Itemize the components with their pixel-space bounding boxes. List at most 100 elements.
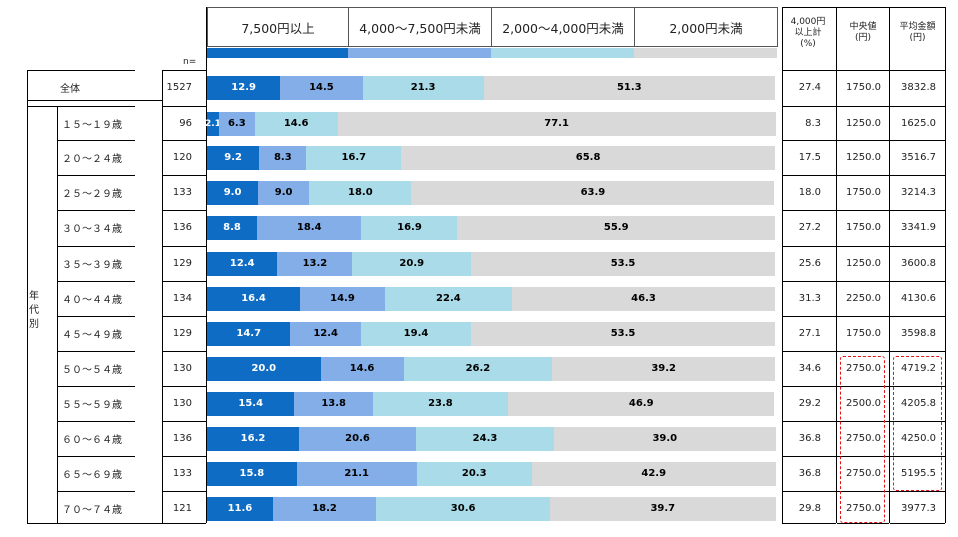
row-median: 1250.0 xyxy=(846,258,881,269)
row-divider-label xyxy=(57,281,135,282)
row-label: ５５～５９歳 xyxy=(62,400,122,411)
bar-value-label: 55.9 xyxy=(603,222,629,233)
bar-value-label: 15.8 xyxy=(239,468,265,479)
bar-value-label: 14.5 xyxy=(309,82,334,93)
bar-value-label: 15.4 xyxy=(238,398,264,409)
legend-label-1: 7,500円以上 xyxy=(207,7,349,47)
row-mean: 5195.5 xyxy=(901,468,936,479)
row-label: ３５～３９歳 xyxy=(62,260,122,271)
row-over4000: 27.4 xyxy=(798,82,821,93)
bar-value-label: 21.1 xyxy=(344,468,369,479)
bar-value-label: 14.6 xyxy=(349,363,375,374)
bar-segment-series-1: 12.9 xyxy=(207,75,281,100)
row-divider-mean xyxy=(890,281,945,282)
row-median: 1750.0 xyxy=(846,187,881,198)
group-column-divider xyxy=(57,106,58,523)
bar-segment-series-4: 55.9 xyxy=(457,215,775,240)
bar-value-label: 20.3 xyxy=(461,468,487,479)
row-n: 120 xyxy=(172,152,192,163)
bar-segment-series-1: 9.2 xyxy=(207,145,260,170)
bar-value-label: 20.6 xyxy=(345,433,370,444)
table-bottom-label xyxy=(27,523,162,524)
header-mean-line2: (円) xyxy=(909,33,926,43)
bar-segment-series-3: 16.9 xyxy=(361,215,458,240)
bar-segment-series-1: 9.0 xyxy=(207,180,259,205)
median-highlight-box xyxy=(840,356,885,523)
row-divider-over4000 xyxy=(782,316,836,317)
row-median: 2750.0 xyxy=(846,503,881,514)
bar-segment-series-2: 14.9 xyxy=(300,286,385,311)
table-bottom-over4000 xyxy=(782,523,836,524)
header-median-line1: 中央値 xyxy=(849,22,877,32)
bar-segment-series-1: 16.4 xyxy=(207,286,301,311)
row-n: 133 xyxy=(172,187,192,198)
row-divider-median xyxy=(837,351,889,352)
row-divider-median xyxy=(837,316,889,317)
header-over4000-line1: 4,000円 xyxy=(790,17,826,27)
row-over4000: 18.0 xyxy=(798,187,821,198)
row-label: １５～１９歳 xyxy=(62,120,122,131)
row-mean: 3832.8 xyxy=(901,82,936,93)
row-divider-label xyxy=(27,70,135,71)
header-median-line2: (円) xyxy=(854,33,872,43)
bar-segment-series-2: 12.4 xyxy=(290,321,361,346)
bar-value-label: 22.4 xyxy=(436,293,461,304)
row-label: ４０～４４歳 xyxy=(62,295,122,306)
row-over4000: 36.8 xyxy=(798,468,821,479)
row-divider-mean xyxy=(890,140,945,141)
bar-value-label: 18.4 xyxy=(296,222,322,233)
bar-value-label: 46.9 xyxy=(628,398,654,409)
bar-segment-series-4: 42.9 xyxy=(531,461,776,486)
row-divider-mean xyxy=(890,175,945,176)
row-divider-over4000 xyxy=(782,140,836,141)
header-top-line xyxy=(782,7,945,8)
bar-area-left xyxy=(206,7,207,523)
bar-value-label: 39.0 xyxy=(652,433,678,444)
row-n: 136 xyxy=(172,222,192,233)
row-divider-over4000 xyxy=(782,210,836,211)
bar-value-label: 20.9 xyxy=(399,258,425,269)
bar-segment-series-1: 12.4 xyxy=(207,251,278,276)
bar-value-label: 2.1 xyxy=(204,118,221,129)
bar-segment-series-3: 22.4 xyxy=(384,286,512,311)
row-n: 130 xyxy=(172,363,192,374)
row-divider-label xyxy=(57,246,135,247)
bar-value-label: 11.6 xyxy=(227,503,253,514)
bar-value-label: 16.4 xyxy=(241,293,266,304)
bar-value-label: 16.7 xyxy=(341,152,367,163)
row-divider-mean xyxy=(890,246,945,247)
bar-segment-series-4: 39.0 xyxy=(554,426,776,451)
row-divider-label xyxy=(57,491,135,492)
bar-value-label: 12.9 xyxy=(231,82,256,93)
row-over4000: 29.2 xyxy=(798,398,821,409)
table-bottom-median xyxy=(837,523,889,524)
row-divider-mean xyxy=(890,351,945,352)
row-divider-label xyxy=(57,421,135,422)
bar-value-label: 30.6 xyxy=(450,503,476,514)
row-divider-median xyxy=(837,210,889,211)
bar-value-label: 13.2 xyxy=(302,258,328,269)
bar-segment-series-2: 6.3 xyxy=(218,111,255,136)
bar-value-label: 51.3 xyxy=(616,82,642,93)
bar-area-left-top xyxy=(206,58,207,70)
bar-segment-series-4: 77.1 xyxy=(337,111,776,136)
row-n: 133 xyxy=(172,468,192,479)
row-divider-median xyxy=(837,281,889,282)
row-label: ６０～６４歳 xyxy=(62,435,122,446)
row-divider-over4000 xyxy=(782,456,836,457)
bar-segment-series-1: 11.6 xyxy=(207,496,273,521)
row-divider-median xyxy=(837,140,889,141)
bar-value-label: 24.3 xyxy=(472,433,498,444)
bar-value-label: 23.8 xyxy=(428,398,453,409)
bar-segment-series-2: 20.6 xyxy=(299,426,417,451)
bar-segment-series-3: 20.9 xyxy=(352,251,472,276)
row-label: ６５～６９歳 xyxy=(62,470,122,481)
row-divider-total-bottom xyxy=(27,100,162,101)
row-divider-median xyxy=(837,70,889,71)
legend-label-4: 2,000円未満 xyxy=(634,7,778,47)
row-over4000: 25.6 xyxy=(798,258,821,269)
header-over4000: 4,000円 以上計 (%) xyxy=(783,17,833,50)
bar-segment-series-3: 23.8 xyxy=(372,391,509,416)
bar-value-label: 39.7 xyxy=(650,503,676,514)
row-divider-n xyxy=(162,210,206,211)
